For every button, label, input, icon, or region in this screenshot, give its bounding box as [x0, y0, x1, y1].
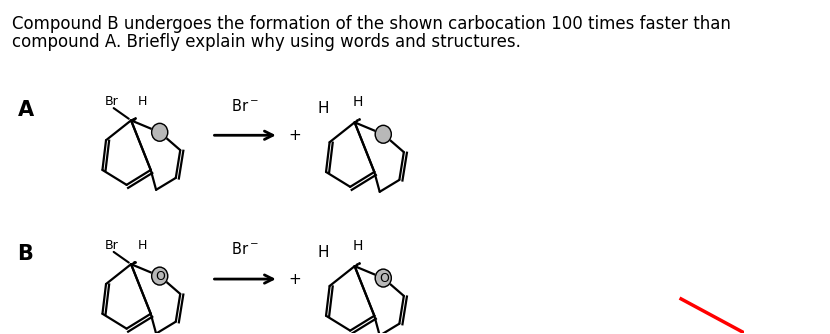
Text: H: H	[352, 96, 363, 110]
Text: Br$^-$: Br$^-$	[231, 241, 258, 257]
Text: A: A	[17, 101, 33, 121]
Text: compound A. Briefly explain why using words and structures.: compound A. Briefly explain why using wo…	[12, 33, 521, 51]
Text: B: B	[17, 244, 33, 264]
Text: Br: Br	[105, 96, 119, 109]
Text: +: +	[288, 128, 301, 143]
Text: H: H	[352, 239, 363, 253]
Text: Br$^-$: Br$^-$	[231, 98, 258, 114]
Text: H: H	[318, 245, 330, 260]
Text: Br: Br	[105, 239, 119, 252]
Text: +: +	[288, 272, 301, 287]
Text: H: H	[139, 96, 148, 109]
Circle shape	[152, 267, 168, 285]
Text: O: O	[379, 272, 389, 285]
Text: H: H	[139, 239, 148, 252]
Circle shape	[152, 123, 168, 141]
Circle shape	[375, 125, 391, 143]
Circle shape	[375, 269, 391, 287]
Text: Compound B undergoes the formation of the shown carbocation 100 times faster tha: Compound B undergoes the formation of th…	[12, 15, 731, 33]
Text: O: O	[156, 270, 165, 283]
Text: H: H	[318, 101, 330, 116]
